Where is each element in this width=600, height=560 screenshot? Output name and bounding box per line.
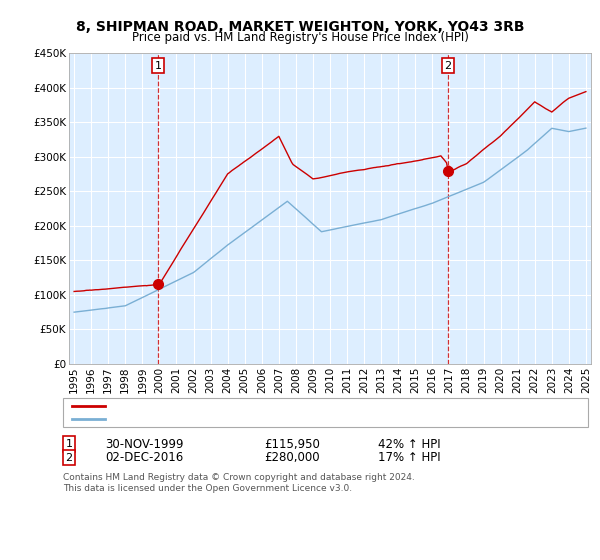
Text: Contains HM Land Registry data © Crown copyright and database right 2024.
This d: Contains HM Land Registry data © Crown c… <box>63 473 415 493</box>
Text: 02-DEC-2016: 02-DEC-2016 <box>105 451 183 464</box>
Text: HPI: Average price, detached house, East Riding of Yorkshire: HPI: Average price, detached house, East… <box>111 414 427 424</box>
Text: £280,000: £280,000 <box>264 451 320 464</box>
Text: 2: 2 <box>65 452 73 463</box>
Text: 2: 2 <box>445 60 452 71</box>
Text: 30-NOV-1999: 30-NOV-1999 <box>105 437 184 451</box>
Text: 1: 1 <box>155 60 161 71</box>
Text: 8, SHIPMAN ROAD, MARKET WEIGHTON, YORK, YO43 3RB (detached house): 8, SHIPMAN ROAD, MARKET WEIGHTON, YORK, … <box>111 401 503 411</box>
Text: 17% ↑ HPI: 17% ↑ HPI <box>378 451 440 464</box>
Text: 8, SHIPMAN ROAD, MARKET WEIGHTON, YORK, YO43 3RB: 8, SHIPMAN ROAD, MARKET WEIGHTON, YORK, … <box>76 20 524 34</box>
Text: £115,950: £115,950 <box>264 437 320 451</box>
Text: Price paid vs. HM Land Registry's House Price Index (HPI): Price paid vs. HM Land Registry's House … <box>131 31 469 44</box>
Text: 1: 1 <box>65 439 73 449</box>
Text: 42% ↑ HPI: 42% ↑ HPI <box>378 437 440 451</box>
